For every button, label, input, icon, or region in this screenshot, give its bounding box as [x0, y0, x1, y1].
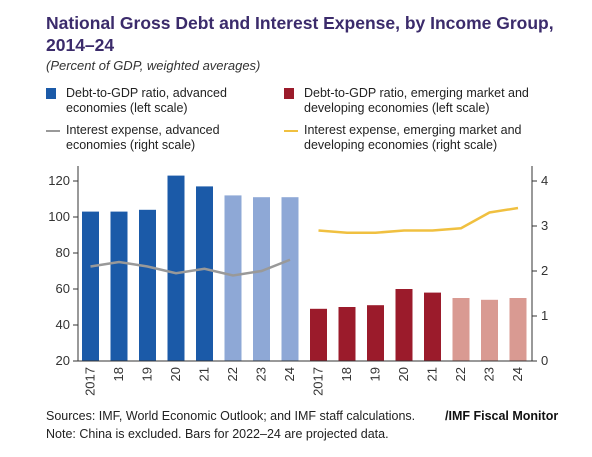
x-tick-label-adv-21: 21 [197, 367, 212, 381]
bar-adv-24 [281, 197, 299, 361]
x-tick-label-adv-23: 23 [254, 367, 269, 381]
x-tick-label-adv-19: 19 [140, 367, 155, 381]
x-tick-label-em-21: 21 [425, 367, 440, 381]
chart-subtitle: (Percent of GDP, weighted averages) [46, 58, 261, 73]
x-tick-label-adv-18: 18 [111, 367, 126, 381]
x-tick-label-em-23: 23 [482, 367, 497, 381]
lines-layer [90, 206, 519, 277]
x-tick-label-adv-20: 20 [168, 367, 183, 381]
legend-label-em-debt: Debt-to-GDP ratio, emerging market and d… [304, 86, 529, 115]
chart-title: National Gross Debt and Interest Expense… [46, 13, 554, 55]
bar-em-19 [367, 305, 384, 361]
bar-em-24 [509, 298, 527, 361]
bar-em-20 [395, 289, 413, 361]
bar-adv-22 [224, 195, 242, 361]
legend-swatch-em-debt [284, 88, 294, 99]
x-tick-label-adv-22: 22 [225, 367, 240, 381]
left-tick-label-80: 80 [56, 245, 70, 260]
legend-label-adv-interest: Interest expense, advanced economies (ri… [66, 123, 220, 152]
legend-label-em-interest: Interest expense, emerging market and de… [304, 123, 522, 152]
legend-item-em-debt: Debt-to-GDP ratio, emerging market and d… [284, 86, 584, 118]
footnote: Note: China is excluded. Bars for 2022–2… [46, 427, 389, 441]
bar-em-18 [338, 307, 356, 361]
legend-swatch-adv-interest [46, 130, 60, 132]
bar-em-22 [452, 298, 470, 361]
x-tick-label-em-2017: 2017 [311, 367, 326, 396]
x-tick-label-em-20: 20 [396, 367, 411, 381]
legend-label-adv-debt: Debt-to-GDP ratio, advanced economies (l… [66, 86, 227, 115]
legend-item-adv-debt: Debt-to-GDP ratio, advanced economies (l… [46, 86, 236, 118]
right-tick-label-3: 3 [541, 218, 548, 233]
source-note: Sources: IMF, World Economic Outlook; an… [46, 409, 416, 423]
bar-adv-21 [196, 186, 213, 361]
x-tick-label-em-19: 19 [368, 367, 383, 381]
legend-item-adv-interest: Interest expense, advanced economies (ri… [46, 123, 236, 155]
legend-swatch-adv-debt [46, 88, 56, 99]
bar-adv-19 [139, 209, 156, 361]
right-tick-label-1: 1 [541, 308, 548, 323]
bars-layer [82, 175, 527, 361]
credit-label: /IMF Fiscal Monitor [445, 409, 559, 423]
bar-adv-2017 [82, 211, 99, 361]
x-tick-label-em-22: 22 [453, 367, 468, 381]
bar-em-21 [424, 292, 441, 361]
bar-adv-18 [110, 211, 128, 361]
bar-em-23 [481, 299, 498, 361]
bar-em-2017 [310, 308, 327, 361]
left-tick-label-20: 20 [56, 353, 70, 368]
bar-adv-23 [253, 197, 270, 361]
axes-layer: 2017 18 19 20 21 22 23 24 2017 18 19 20 21 22 23 242040… [48, 166, 548, 396]
right-tick-label-4: 4 [541, 173, 548, 188]
left-tick-label-120: 120 [48, 173, 70, 188]
bar-adv-20 [167, 175, 185, 361]
left-tick-label-100: 100 [48, 209, 70, 224]
x-tick-label-adv-24: 24 [282, 367, 297, 381]
right-tick-label-0: 0 [541, 353, 548, 368]
x-tick-label-adv-2017: 2017 [83, 367, 98, 396]
interest-line-em [318, 206, 519, 234]
legend: Debt-to-GDP ratio, advanced economies (l… [46, 86, 586, 160]
interest-line-adv [90, 258, 291, 277]
x-tick-label-em-24: 24 [510, 367, 525, 381]
legend-swatch-em-interest [284, 130, 298, 132]
legend-item-em-interest: Interest expense, emerging market and de… [284, 123, 584, 155]
left-tick-label-40: 40 [56, 317, 70, 332]
x-tick-label-em-18: 18 [339, 367, 354, 381]
right-tick-label-2: 2 [541, 263, 548, 278]
left-tick-label-60: 60 [56, 281, 70, 296]
